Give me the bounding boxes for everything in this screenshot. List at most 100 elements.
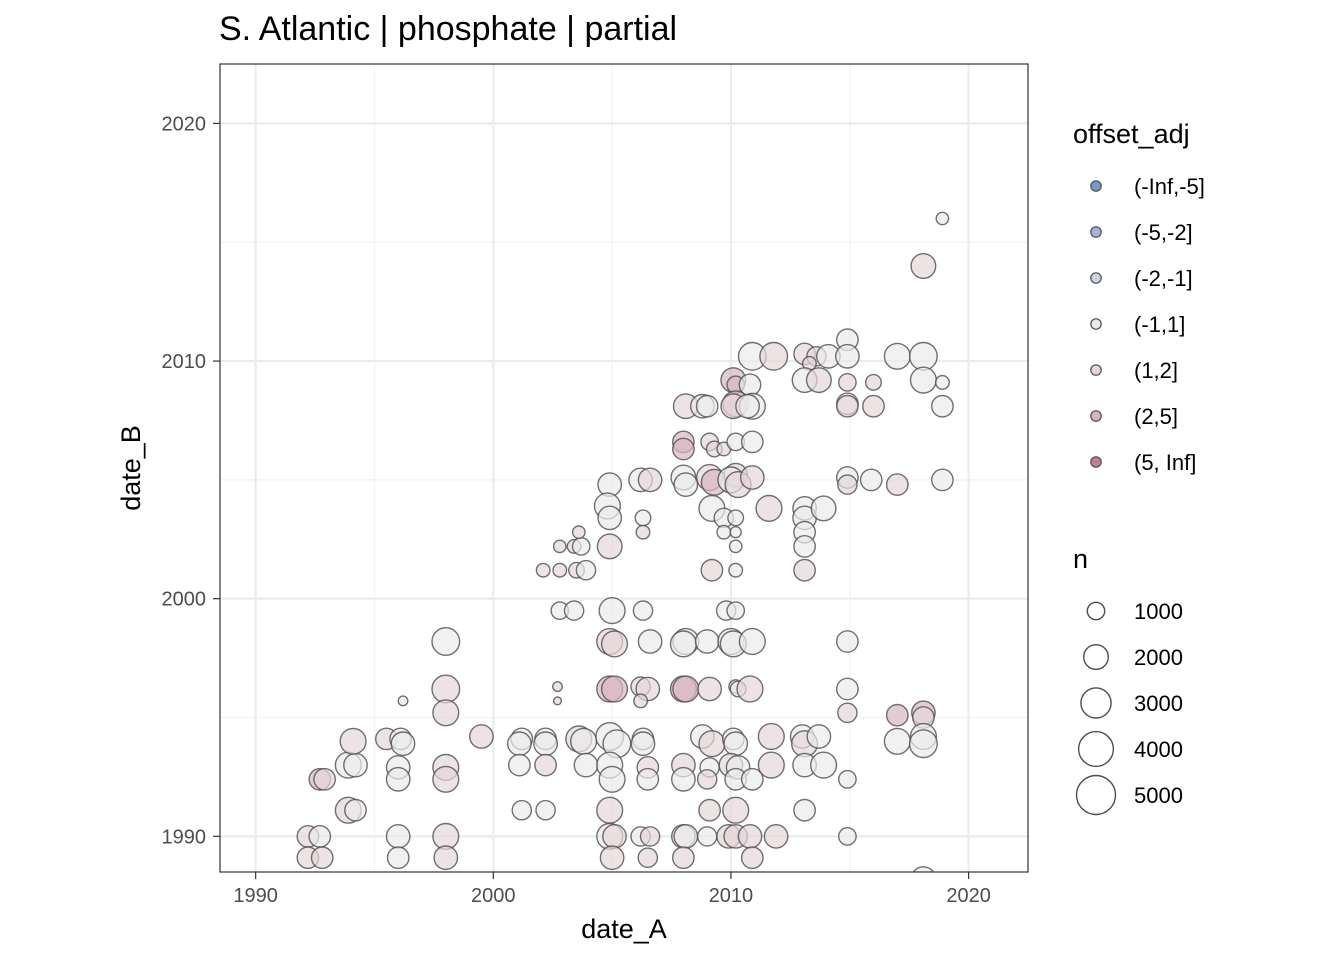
data-point bbox=[552, 681, 564, 693]
data-point bbox=[432, 699, 460, 727]
data-point bbox=[573, 752, 599, 778]
data-point bbox=[552, 539, 567, 554]
color-legend-key bbox=[1090, 272, 1102, 284]
data-point bbox=[308, 825, 332, 848]
data-point bbox=[639, 826, 661, 847]
data-point bbox=[602, 824, 627, 849]
size-legend-key bbox=[1086, 601, 1106, 621]
data-point bbox=[910, 252, 937, 279]
data-point bbox=[431, 674, 461, 704]
x-tick-label: 2010 bbox=[709, 885, 754, 907]
data-point bbox=[596, 533, 623, 560]
y-tick-label: 2020 bbox=[162, 113, 207, 135]
legend: offset_adj (-Inf,-5] (-5,-2] (-2,-1] (-1,1] (… bbox=[1073, 119, 1205, 816]
data-point bbox=[793, 558, 816, 582]
data-point bbox=[838, 372, 857, 392]
size-legend-label: 3000 bbox=[1134, 691, 1183, 716]
data-point bbox=[386, 846, 410, 870]
data-point bbox=[508, 753, 531, 777]
data-point bbox=[633, 693, 649, 709]
color-legend-label: (-2,-1] bbox=[1134, 266, 1193, 291]
color-legend-label: (-Inf,-5] bbox=[1134, 174, 1205, 199]
data-point bbox=[673, 824, 699, 849]
data-point bbox=[511, 799, 533, 821]
data-point bbox=[837, 702, 858, 724]
color-legend-label: (2,5] bbox=[1134, 404, 1178, 429]
size-legend-label: 1000 bbox=[1134, 599, 1183, 624]
size-legend-label: 5000 bbox=[1134, 783, 1183, 808]
data-point bbox=[739, 465, 765, 490]
data-point bbox=[837, 474, 858, 495]
color-legend-key bbox=[1090, 226, 1102, 238]
data-point bbox=[600, 675, 629, 703]
data-point bbox=[696, 826, 718, 847]
data-point bbox=[310, 846, 334, 870]
data-point bbox=[862, 394, 885, 418]
data-point bbox=[569, 727, 598, 755]
size-legend-key bbox=[1077, 730, 1115, 768]
data-point bbox=[738, 627, 766, 656]
data-point bbox=[934, 374, 950, 390]
data-point bbox=[533, 731, 558, 757]
data-point bbox=[722, 796, 750, 824]
data-point bbox=[468, 724, 494, 749]
data-point bbox=[908, 729, 938, 759]
data-point bbox=[727, 509, 745, 527]
data-point bbox=[838, 769, 857, 789]
panel-border bbox=[219, 63, 1029, 873]
data-point bbox=[672, 846, 695, 870]
data-point bbox=[728, 562, 744, 578]
color-legend-label: (1,2] bbox=[1134, 358, 1178, 383]
data-point bbox=[672, 437, 695, 461]
data-point bbox=[695, 394, 719, 418]
data-point bbox=[635, 524, 651, 540]
size-legend-key bbox=[1075, 774, 1117, 816]
data-point bbox=[805, 367, 832, 394]
data-point bbox=[723, 731, 749, 757]
data-point bbox=[729, 526, 742, 539]
data-point bbox=[736, 675, 764, 703]
chart-title: S. Atlantic | phosphate | partial bbox=[219, 10, 677, 48]
data-point bbox=[385, 824, 411, 849]
data-point bbox=[637, 629, 663, 654]
size-legend-label: 2000 bbox=[1134, 645, 1183, 670]
data-point bbox=[883, 727, 911, 755]
data-point bbox=[634, 509, 652, 527]
data-point bbox=[728, 539, 743, 554]
data-point bbox=[735, 393, 760, 419]
data-point bbox=[344, 798, 367, 822]
data-point bbox=[672, 675, 700, 703]
data-point bbox=[385, 766, 411, 792]
y-axis-title: date_B bbox=[116, 425, 146, 511]
data-point bbox=[883, 342, 911, 370]
x-axis-title: date_A bbox=[581, 914, 667, 944]
data-point bbox=[740, 846, 764, 870]
data-point bbox=[836, 677, 859, 701]
data-point bbox=[397, 695, 409, 707]
x-tick-label: 1990 bbox=[233, 885, 278, 907]
data-point bbox=[716, 524, 732, 540]
data-point bbox=[809, 751, 838, 779]
data-point bbox=[575, 559, 597, 581]
data-point bbox=[599, 845, 625, 871]
size-legend-title: n bbox=[1073, 544, 1088, 574]
data-point bbox=[793, 798, 816, 822]
data-point bbox=[535, 799, 556, 821]
data-point bbox=[737, 824, 763, 849]
data-point bbox=[755, 494, 783, 522]
data-point bbox=[909, 366, 937, 394]
data-point bbox=[835, 343, 860, 369]
data-point bbox=[885, 703, 909, 727]
data-point bbox=[598, 596, 626, 625]
data-point bbox=[740, 767, 764, 791]
data-point bbox=[726, 601, 746, 620]
data-point bbox=[600, 630, 629, 658]
data-point bbox=[859, 468, 883, 492]
color-legend-label: (5, Inf] bbox=[1134, 450, 1196, 475]
data-point bbox=[630, 731, 656, 757]
color-legend-title: offset_adj bbox=[1073, 119, 1190, 149]
data-point bbox=[598, 765, 626, 793]
size-legend-key bbox=[1082, 644, 1109, 671]
data-point bbox=[698, 798, 721, 822]
